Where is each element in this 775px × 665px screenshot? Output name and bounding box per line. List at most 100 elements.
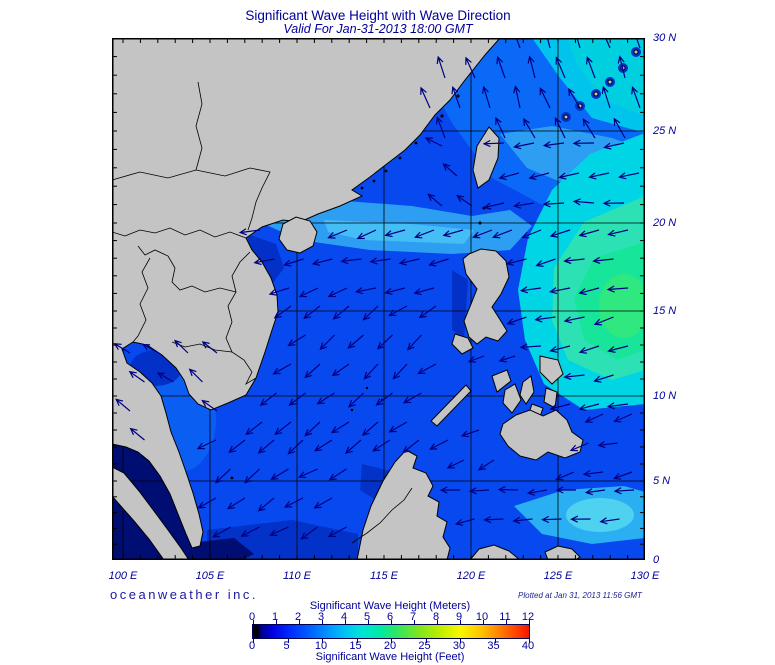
wave-arrow: [340, 256, 362, 265]
lat-label-10n: 10 N: [653, 390, 677, 402]
feet-tick: 10: [314, 640, 328, 652]
colorbar-meter-tick: [253, 620, 254, 624]
wave-arrow: [542, 141, 565, 149]
colorbar-meter-tick: [437, 620, 438, 624]
wave-arrow: [554, 116, 566, 139]
wave-arrow: [327, 287, 348, 298]
meters-tick: 1: [271, 611, 279, 623]
wave-arrow: [468, 487, 490, 495]
meters-tick: 2: [294, 611, 302, 623]
colorbar-meter-tick: [368, 620, 369, 624]
wave-arrow: [424, 137, 443, 147]
ryukyu-islands: [561, 47, 641, 122]
wave-arrow: [618, 172, 640, 180]
wave-arrow: [243, 468, 260, 484]
wave-arrow: [214, 468, 231, 484]
meters-tick: 8: [432, 611, 440, 623]
land-sulawesi: [469, 544, 521, 560]
colorbar-meter-tick: [460, 620, 461, 624]
map-border: [112, 38, 645, 560]
wave-arrow: [612, 471, 633, 480]
wave-arrow: [603, 142, 625, 150]
feet-tick: 0: [248, 640, 256, 652]
wave-arrow: [572, 198, 595, 206]
lat-label-30n: 30 N: [653, 32, 677, 44]
wave-arrow: [316, 392, 335, 405]
wave-arrow: [584, 413, 604, 423]
wave-arrow: [521, 229, 542, 239]
meters-tick: 11: [499, 611, 511, 623]
lat-label-25n: 25 N: [653, 125, 677, 137]
wave-arrow: [505, 258, 527, 266]
wave-arrow: [384, 287, 406, 295]
wave-arrow: [428, 439, 449, 450]
wave-arrow: [259, 392, 277, 407]
land-mindoro: [451, 333, 474, 355]
wave-arrow: [506, 316, 527, 325]
wave-arrow: [467, 355, 485, 363]
wave-arrow: [420, 86, 431, 109]
wave-arrow: [257, 497, 275, 512]
wave-arrow: [482, 85, 491, 109]
page-title: Significant Wave Height with Wave Direct…: [245, 8, 511, 23]
legend-title-meters: Significant Wave Height (Meters): [309, 600, 471, 612]
wave-arrow: [477, 459, 495, 471]
lat-label-15n: 15 N: [653, 305, 677, 317]
wave-arrow: [606, 402, 629, 410]
colorbar-feet-tick: [287, 639, 289, 643]
wave-arrow: [534, 315, 556, 323]
colorbar-feet-tick: [494, 639, 496, 643]
lon-label-100e: 100 E: [108, 570, 138, 582]
wave-arrow: [196, 439, 217, 450]
wave-arrow: [607, 229, 629, 237]
wave-arrow: [584, 488, 606, 496]
country-borders: [112, 81, 413, 544]
wave-arrow: [417, 363, 437, 375]
colorbar-feet-tick: [460, 639, 461, 643]
wave-arrow: [245, 421, 263, 436]
wave-arrow: [115, 398, 131, 412]
wave-arrow: [257, 439, 275, 454]
meters-tick: 10: [475, 611, 489, 623]
wave-arrow: [418, 305, 437, 319]
wave-arrow: [528, 172, 550, 180]
lon-label-105e: 105 E: [195, 570, 225, 582]
wave-arrow: [586, 56, 596, 79]
wave-arrow: [519, 286, 542, 294]
land-hainan: [278, 216, 318, 254]
wave-arrow: [327, 526, 347, 538]
wave-arrow: [578, 345, 600, 354]
wave-arrow: [274, 421, 292, 436]
wave-arrow: [605, 38, 611, 49]
meters-tick: 6: [386, 611, 394, 623]
wave-arrow: [597, 440, 618, 449]
wave-arrow: [578, 229, 600, 238]
wave-arrow: [635, 38, 641, 49]
wave-arrow: [578, 287, 600, 296]
wave-arrow: [512, 201, 535, 209]
land-masses: [112, 38, 584, 560]
wave-arrow: [555, 486, 576, 494]
wave-arrow: [331, 363, 350, 377]
wave-arrow: [272, 363, 292, 375]
wave-arrow: [555, 471, 575, 481]
wave-arrow: [300, 526, 318, 540]
feet-tick: 35: [487, 640, 500, 652]
wave-arrow: [558, 172, 580, 180]
valid-time-subtitle: Valid For Jan-31-2013 18:00 GMT: [283, 22, 473, 36]
colorbar-meter-tick: [299, 620, 300, 624]
wave-arrow: [496, 55, 506, 79]
wave-arrow: [174, 339, 189, 354]
land-halmahera: [544, 545, 581, 560]
wave-arrow: [270, 468, 289, 481]
wave-arrow: [319, 334, 335, 351]
wave-arrow: [607, 345, 629, 353]
wave-arrow: [601, 85, 611, 109]
wave-arrow: [436, 55, 446, 79]
meters-tick: 12: [521, 611, 535, 623]
oceanweather-brand: oceanweather inc.: [110, 587, 259, 602]
wave-arrow: [569, 442, 589, 452]
wave-arrow: [304, 421, 321, 437]
wave-arrow: [613, 487, 635, 495]
